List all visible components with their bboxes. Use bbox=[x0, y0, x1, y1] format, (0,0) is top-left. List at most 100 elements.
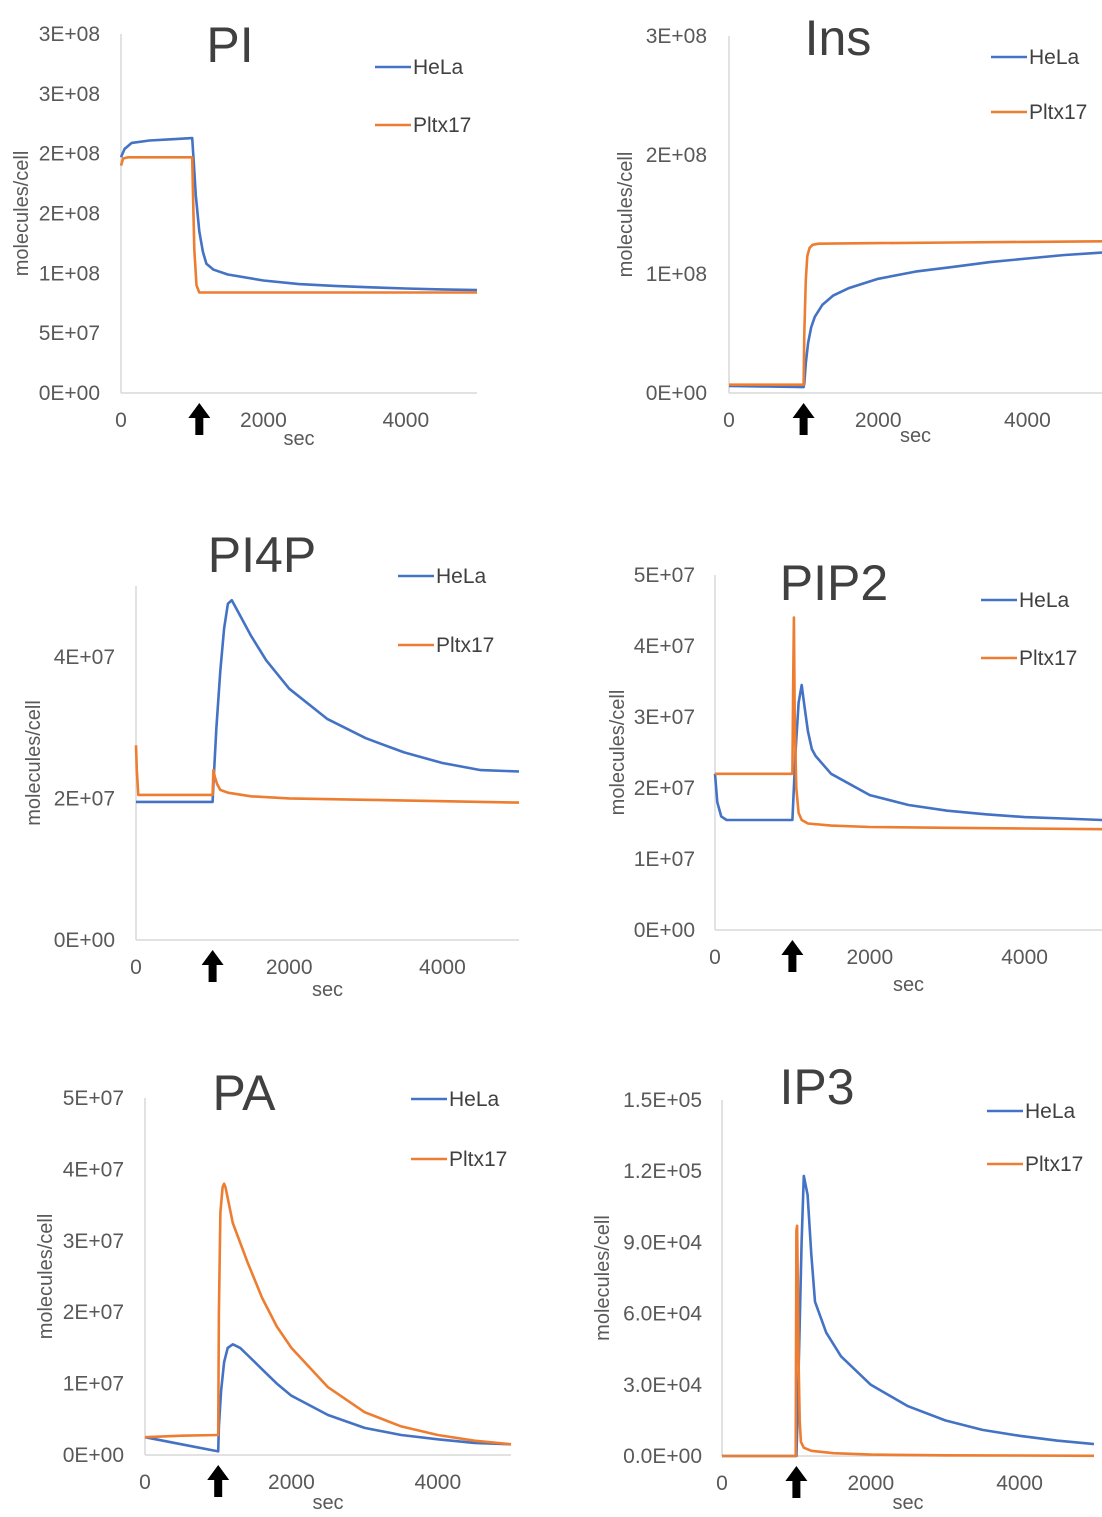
y-tick-label: 0E+00 bbox=[646, 382, 707, 405]
legend-label: HeLa bbox=[1025, 1100, 1076, 1123]
chart-title: PIP2 bbox=[780, 555, 888, 611]
legend-label: HeLa bbox=[1019, 589, 1070, 612]
y-tick-label: 4E+07 bbox=[63, 1158, 124, 1181]
x-tick-label: 4000 bbox=[996, 1472, 1043, 1495]
y-tick-label: 2E+07 bbox=[63, 1301, 124, 1324]
series-line-pltx17 bbox=[715, 616, 1102, 831]
x-tick-label: 0 bbox=[130, 956, 142, 979]
x-tick-label: 4000 bbox=[419, 956, 466, 979]
stimulus-arrow-icon bbox=[781, 940, 804, 972]
series-line-pltx17 bbox=[144, 1182, 512, 1446]
y-tick-label: 3E+07 bbox=[63, 1230, 124, 1253]
y-tick-label: 1E+08 bbox=[646, 263, 707, 286]
x-tick-label: 4000 bbox=[414, 1471, 461, 1494]
y-tick-label: 1.5E+05 bbox=[623, 1089, 702, 1112]
series-line-pltx17 bbox=[134, 745, 520, 804]
legend-label: Pltx17 bbox=[413, 114, 471, 137]
y-tick-label: 1.2E+05 bbox=[623, 1160, 702, 1183]
x-axis-label: sec bbox=[312, 979, 343, 1001]
legend-label: HeLa bbox=[449, 1088, 500, 1111]
chart-panel-pip2: 0E+00 1E+07 2E+07 3E+07 4E+07 5E+07 0 2000 4000 s… bbox=[607, 555, 1102, 996]
y-tick-label: 1E+07 bbox=[63, 1373, 124, 1396]
chart-title: IP3 bbox=[779, 1059, 854, 1115]
x-tick-label: 0 bbox=[115, 409, 127, 432]
series-line-hela bbox=[728, 251, 1102, 389]
x-tick-label: 0 bbox=[723, 409, 735, 432]
x-axis-label: sec bbox=[893, 974, 924, 996]
chart-panel-ip3: 0.0E+00 3.0E+04 6.0E+04 9.0E+04 1.2E+05 1.5E+… bbox=[592, 1059, 1095, 1514]
y-axis-label: molecules/cell bbox=[592, 1215, 614, 1341]
series-line-hela bbox=[136, 598, 520, 804]
y-tick-label: 2E+07 bbox=[634, 777, 695, 800]
y-tick-label: 5E+07 bbox=[63, 1087, 124, 1110]
y-tick-label: 0E+00 bbox=[634, 919, 695, 942]
x-tick-label: 4000 bbox=[382, 409, 429, 432]
series-line-hela bbox=[722, 1174, 1095, 1458]
y-tick-label: 1E+07 bbox=[634, 848, 695, 871]
series-line-pltx17 bbox=[722, 1224, 1095, 1458]
y-tick-label: 5E+07 bbox=[39, 322, 100, 345]
x-axis-label: sec bbox=[892, 1492, 923, 1514]
y-tick-label: 5E+07 bbox=[634, 564, 695, 587]
y-tick-label: 0E+00 bbox=[63, 1444, 124, 1467]
y-axis-label: molecules/cell bbox=[23, 700, 45, 826]
x-tick-label: 4000 bbox=[1004, 409, 1051, 432]
x-tick-label: 0 bbox=[716, 1472, 728, 1495]
y-tick-label: 3.0E+04 bbox=[623, 1374, 702, 1397]
chart-title: Ins bbox=[805, 10, 872, 66]
y-tick-label: 9.0E+04 bbox=[623, 1231, 702, 1254]
legend-label: Pltx17 bbox=[1025, 1153, 1083, 1176]
x-tick-label: 4000 bbox=[1001, 946, 1048, 969]
y-axis-label: molecules/cell bbox=[607, 690, 629, 816]
x-tick-label: 0 bbox=[709, 946, 721, 969]
x-tick-label: 2000 bbox=[240, 409, 287, 432]
x-tick-label: 2000 bbox=[266, 956, 313, 979]
stimulus-arrow-icon bbox=[792, 403, 815, 435]
x-axis-label: sec bbox=[900, 425, 931, 447]
stimulus-arrow-icon bbox=[188, 403, 211, 435]
legend-label: Pltx17 bbox=[436, 634, 494, 657]
series-line-hela bbox=[119, 136, 478, 292]
y-tick-label: 0.0E+00 bbox=[623, 1445, 702, 1468]
legend-label: Pltx17 bbox=[1019, 647, 1077, 670]
chart-panel-pi: 0E+00 5E+07 1E+08 2E+08 2E+08 3E+08 3E+08 0 2000… bbox=[11, 17, 478, 450]
y-axis-label: molecules/cell bbox=[615, 152, 637, 278]
chart-title: PA bbox=[213, 1065, 277, 1121]
y-tick-label: 0E+00 bbox=[54, 929, 115, 952]
y-tick-label: 1E+08 bbox=[39, 262, 100, 285]
x-tick-label: 2000 bbox=[268, 1471, 315, 1494]
x-tick-label: 0 bbox=[139, 1471, 151, 1494]
y-axis-label: molecules/cell bbox=[35, 1214, 57, 1340]
chart-panel-pa: 0E+00 1E+07 2E+07 3E+07 4E+07 5E+07 0 2000 4000 s… bbox=[35, 1065, 512, 1514]
y-tick-label: 2E+08 bbox=[39, 203, 100, 226]
x-tick-label: 2000 bbox=[847, 1472, 894, 1495]
chart-panel-pi4p: 0E+00 2E+07 4E+07 0 2000 4000 sec molecules/cel… bbox=[23, 527, 520, 1001]
series-line-pltx17 bbox=[729, 240, 1102, 386]
stimulus-arrow-icon bbox=[201, 950, 224, 982]
y-tick-label: 6.0E+04 bbox=[623, 1303, 702, 1326]
y-axis-label: molecules/cell bbox=[11, 151, 33, 277]
y-tick-label: 3E+08 bbox=[39, 83, 100, 106]
x-axis-label: sec bbox=[312, 1492, 343, 1514]
legend-label: Pltx17 bbox=[1029, 101, 1087, 124]
y-tick-label: 4E+07 bbox=[634, 635, 695, 658]
y-tick-label: 3E+08 bbox=[646, 25, 707, 48]
legend-label: Pltx17 bbox=[449, 1148, 507, 1171]
x-tick-label: 2000 bbox=[846, 946, 893, 969]
y-tick-label: 2E+08 bbox=[646, 144, 707, 167]
legend-label: HeLa bbox=[436, 565, 487, 588]
y-tick-label: 3E+07 bbox=[634, 706, 695, 729]
y-tick-label: 2E+07 bbox=[54, 787, 115, 810]
series-line-pltx17 bbox=[119, 156, 477, 294]
y-tick-label: 2E+08 bbox=[39, 143, 100, 166]
chart-panel-ins: 0E+00 1E+08 2E+08 3E+08 0 2000 4000 sec molecule… bbox=[615, 10, 1102, 447]
chart-title: PI bbox=[206, 17, 253, 73]
x-tick-label: 2000 bbox=[855, 409, 902, 432]
stimulus-arrow-icon bbox=[785, 1466, 808, 1498]
series-line-hela bbox=[713, 683, 1102, 822]
y-tick-label: 3E+08 bbox=[39, 23, 100, 46]
x-axis-label: sec bbox=[283, 428, 314, 450]
stimulus-arrow-icon bbox=[207, 1465, 230, 1497]
